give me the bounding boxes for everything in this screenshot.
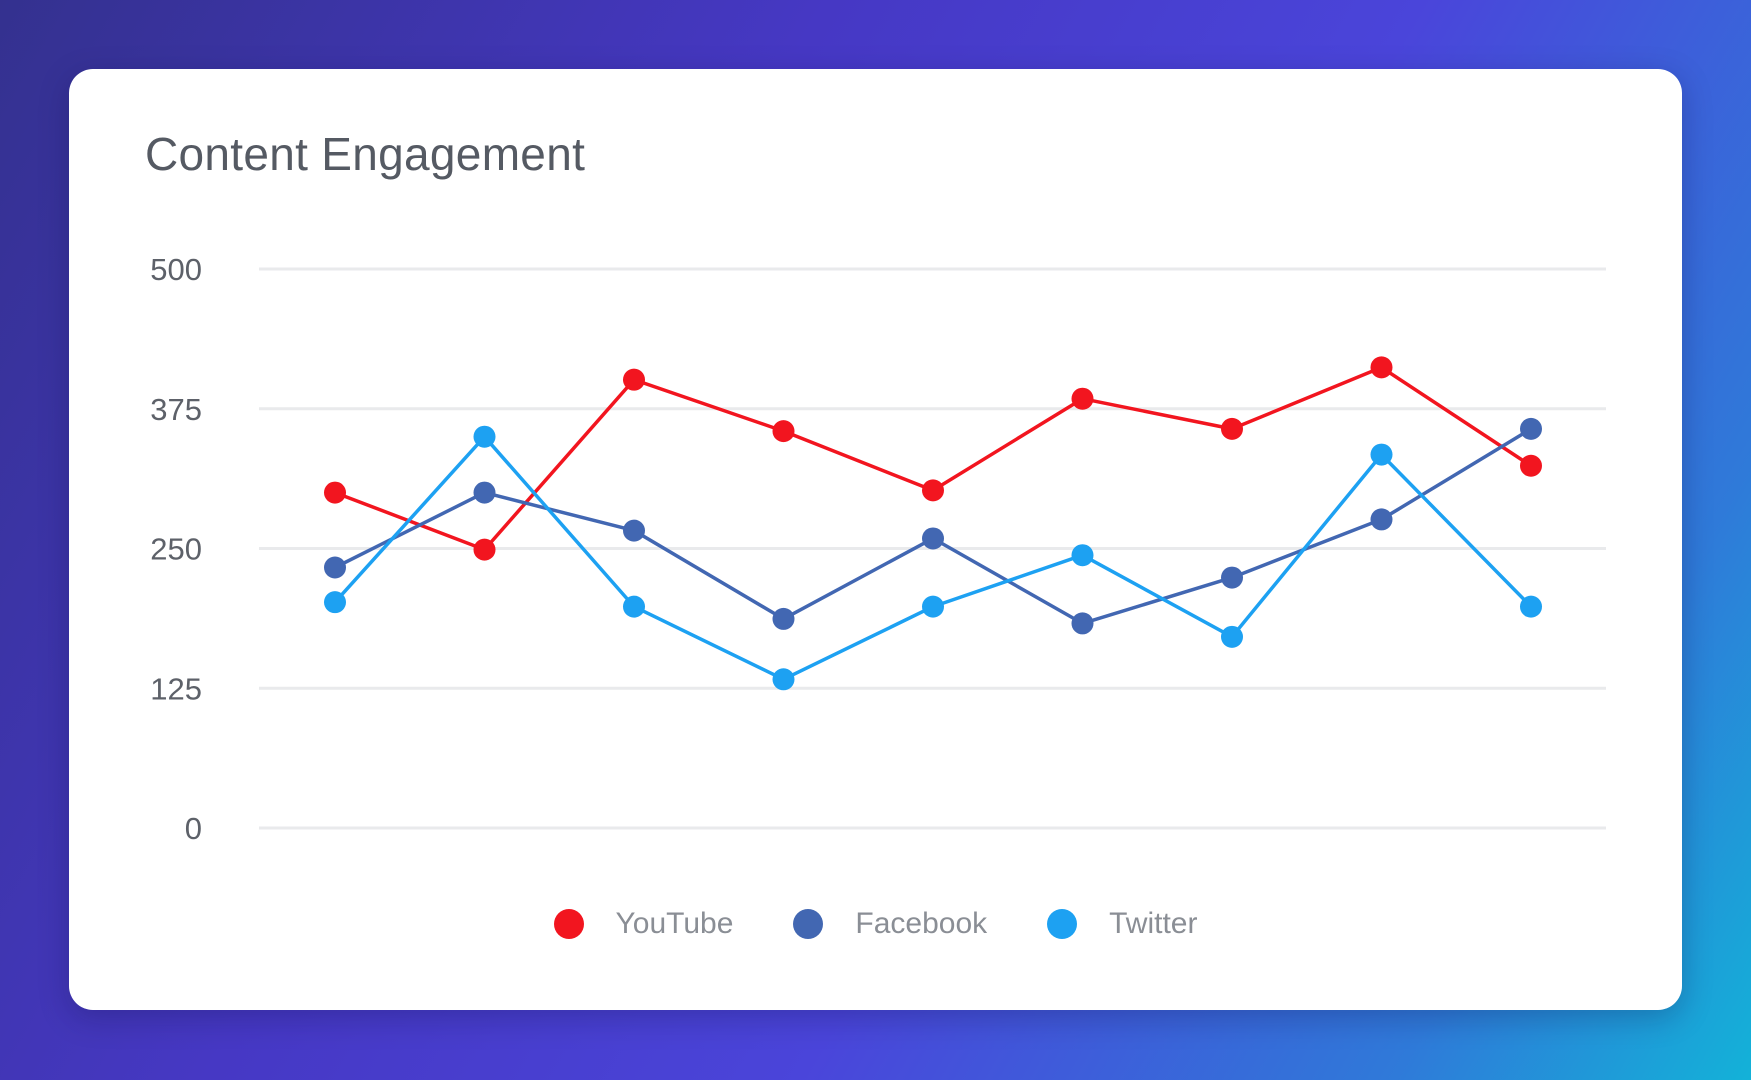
series-lines xyxy=(333,365,1533,682)
data-point-facebook[interactable] xyxy=(324,556,346,579)
data-point-twitter[interactable] xyxy=(623,595,645,618)
legend-item-twitter[interactable]: Twitter xyxy=(1047,907,1198,941)
series-line-facebook xyxy=(334,427,1532,626)
data-point-youtube[interactable] xyxy=(772,420,795,443)
data-point-twitter[interactable] xyxy=(1221,625,1243,648)
chart-legend: YouTube Facebook Twitter xyxy=(69,907,1682,941)
data-point-twitter[interactable] xyxy=(772,668,795,691)
y-tick-label: 500 xyxy=(150,252,202,287)
y-axis-tick-labels: 0 125 250 375 500 xyxy=(150,252,202,846)
y-tick-label: 375 xyxy=(150,392,202,427)
legend-label-youtube: YouTube xyxy=(615,907,734,940)
data-point-facebook[interactable] xyxy=(623,519,645,542)
data-point-twitter[interactable] xyxy=(1520,595,1542,618)
data-point-facebook[interactable] xyxy=(1071,612,1094,635)
data-point-facebook[interactable] xyxy=(1221,566,1243,589)
series-points xyxy=(324,356,1542,691)
data-point-youtube[interactable] xyxy=(324,481,346,504)
y-tick-label: 125 xyxy=(150,671,202,706)
data-point-facebook[interactable] xyxy=(772,607,795,630)
y-tick-label: 250 xyxy=(150,532,202,567)
data-point-youtube[interactable] xyxy=(1221,417,1243,440)
data-point-facebook[interactable] xyxy=(473,481,496,504)
data-point-twitter[interactable] xyxy=(1370,443,1393,466)
chart-title: Content Engagement xyxy=(145,128,586,180)
data-point-facebook[interactable] xyxy=(1370,508,1393,531)
legend-swatch-facebook xyxy=(793,909,824,939)
data-point-youtube[interactable] xyxy=(1520,454,1542,477)
chart-card: Content Engagement 0 125 250 375 500 YouTube… xyxy=(69,69,1682,1010)
series-line-twitter xyxy=(333,434,1533,682)
legend-label-facebook: Facebook xyxy=(855,907,988,940)
data-point-youtube[interactable] xyxy=(473,538,496,561)
legend-swatch-twitter xyxy=(1047,909,1078,939)
data-point-youtube[interactable] xyxy=(1071,387,1094,410)
data-point-twitter[interactable] xyxy=(324,591,346,614)
data-point-twitter[interactable] xyxy=(922,595,944,618)
data-point-facebook[interactable] xyxy=(1520,417,1542,440)
series-line-youtube xyxy=(334,365,1532,552)
data-point-twitter[interactable] xyxy=(1071,544,1094,567)
legend-item-facebook[interactable]: Facebook xyxy=(793,907,987,941)
legend-label-twitter: Twitter xyxy=(1109,907,1198,940)
data-point-youtube[interactable] xyxy=(922,479,944,502)
y-tick-label: 0 xyxy=(185,811,202,846)
legend-item-youtube[interactable]: YouTube xyxy=(553,907,734,941)
line-chart: 0 125 250 375 500 xyxy=(150,252,1606,846)
data-point-youtube[interactable] xyxy=(1370,356,1393,379)
data-point-youtube[interactable] xyxy=(623,368,645,391)
legend-swatch-youtube xyxy=(553,909,584,939)
data-point-facebook[interactable] xyxy=(922,527,944,550)
data-point-twitter[interactable] xyxy=(473,425,496,448)
